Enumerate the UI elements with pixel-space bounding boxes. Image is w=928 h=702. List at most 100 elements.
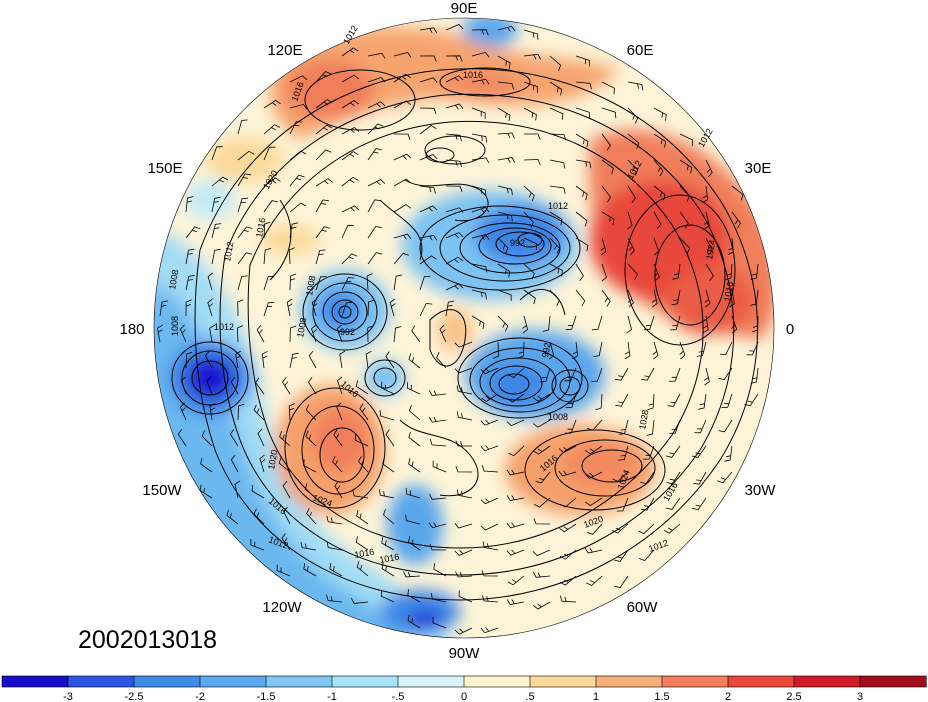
wind-barb [549,211,563,226]
wind-barb [679,185,690,202]
wind-barb [549,237,561,254]
wind-barb [523,289,536,305]
wind-barb [627,133,640,149]
wind-barb [263,275,275,291]
wind-barb [471,78,490,85]
wind-barb [558,470,577,477]
wind-barb [235,350,242,369]
wind-barb [694,419,707,434]
wind-barb [750,289,759,306]
wind-barb [481,465,499,473]
wind-barb [524,133,541,140]
wind-barb [663,523,681,534]
wind-barb [565,419,577,434]
wind-barb [497,315,509,332]
isobar-label: 992 [540,342,552,359]
wind-barb [405,514,421,525]
wind-barb [419,275,431,291]
isobar-label: 1016 [463,70,483,80]
wind-barb [367,299,375,317]
wind-barb [532,549,551,556]
wind-barb [185,226,201,239]
wind-barb [383,509,395,525]
wind-barb [263,146,276,161]
wind-barb [646,419,655,436]
wind-barb [679,133,694,147]
wind-barb [419,303,433,317]
wind-barb [207,272,214,291]
wind-barb [341,100,359,109]
wind-barb [471,315,485,330]
wind-barb [341,127,360,135]
wind-barb [431,593,447,603]
wind-barb [638,523,655,535]
wind-barb [237,299,244,317]
wind-barb [333,429,343,447]
wind-barb [725,263,733,281]
wind-barb [572,341,579,360]
wind-barb [200,457,213,473]
wind-barb [549,133,567,141]
wind-barb [641,367,655,381]
wind-barb [226,509,239,525]
wind-barb [355,380,369,395]
wind-barb [201,430,213,447]
wind-barb [652,341,659,360]
wind-barb [356,561,369,577]
wind-barb [419,185,436,194]
wind-barb [339,350,346,369]
wind-barb [389,298,396,317]
wind-barb [263,221,271,239]
wind-barbs [156,24,759,635]
wind-barb [492,341,500,359]
wind-barb [575,107,591,119]
wind-barb [281,533,291,551]
wind-barb [481,570,499,577]
wind-barb [718,367,733,381]
isobar-label: 1016 [722,281,735,302]
wind-barb [263,124,280,135]
isobar-label: 1008 [548,412,568,422]
wind-barb [367,148,382,161]
isobar-label: 1020 [266,449,279,470]
wind-barb [471,107,486,119]
wind-barb [230,454,239,473]
wind-barb [618,419,629,435]
colorbar-swatch [331,675,399,688]
wind-barb [336,324,343,343]
wind-barb [365,350,372,369]
isobar-label: 1016 [354,547,375,560]
wind-barb [367,52,386,59]
wind-barb [506,522,525,529]
wind-barb [282,377,291,395]
wind-barb [618,445,629,461]
lon-label-60e: 60E [627,42,654,59]
wind-barb [575,55,590,67]
wind-barb [643,445,655,460]
wind-barb [523,185,535,202]
wind-barb [666,497,681,510]
colorbar-swatch [859,675,927,688]
colorbar-tick-label: 3 [857,691,863,702]
wind-barb [584,547,603,554]
wind-barb [159,300,168,317]
wind-barb [355,536,369,551]
wind-barb [614,549,629,562]
wind-barb [419,154,438,161]
wind-barb [614,575,629,589]
wind-barb [454,523,473,529]
wind-barb [419,107,437,115]
wind-barb [696,341,707,357]
wind-barb [337,376,343,395]
wind-barb [306,508,317,525]
colorbar-tick-label: 1.5 [654,691,669,702]
wind-barb [209,324,216,343]
wind-barb [288,403,295,421]
wind-barb [380,381,395,395]
wind-barb [705,159,713,178]
wind-barb [666,471,681,485]
wind-barb [204,350,213,369]
wind-barb [565,315,577,331]
wind-barb [326,594,343,603]
wind-barb [559,523,577,533]
